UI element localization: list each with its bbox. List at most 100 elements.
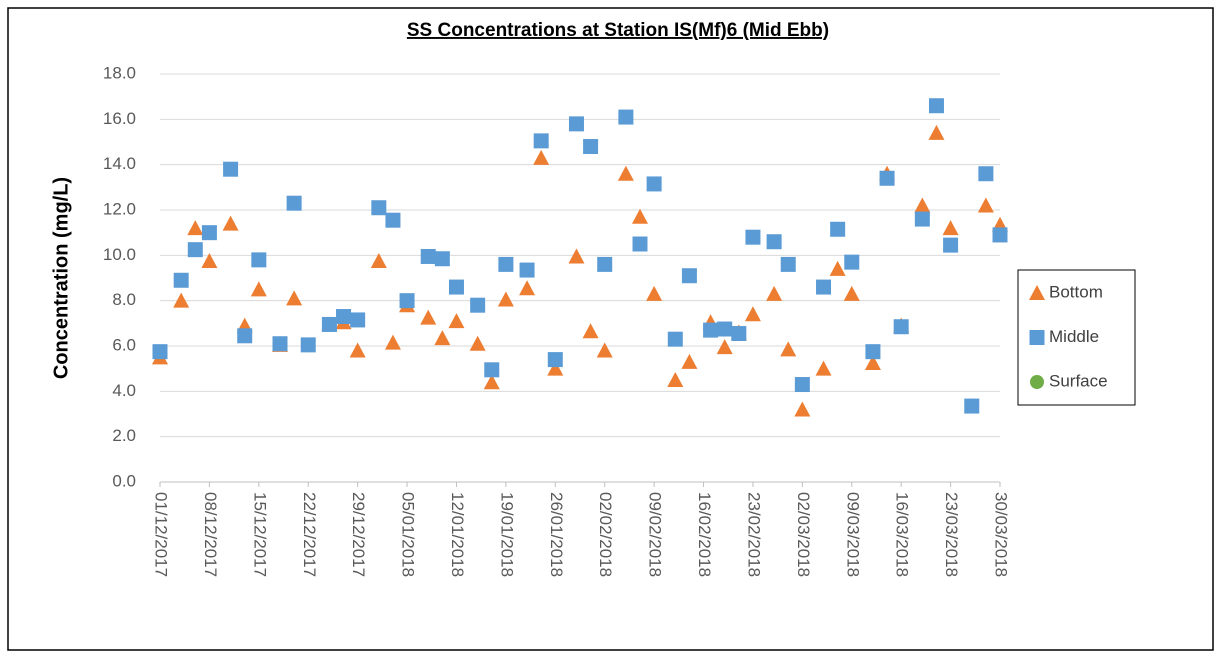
marker-triangle — [547, 360, 564, 376]
marker-triangle — [201, 253, 218, 268]
marker-square — [844, 254, 860, 270]
marker-square — [350, 312, 366, 328]
marker-square — [597, 256, 613, 272]
marker-square — [879, 170, 895, 186]
marker-square — [498, 256, 514, 272]
marker-triangle — [497, 291, 514, 307]
marker-triangle — [286, 290, 303, 306]
marker-triangle — [843, 285, 860, 301]
marker-triangle — [448, 313, 465, 329]
marker-triangle — [716, 339, 733, 355]
chart-border — [7, 7, 1214, 651]
x-tick-label: 02/02/2018 — [596, 492, 615, 577]
x-tick-label: 23/03/2018 — [942, 492, 961, 577]
marker-square — [484, 362, 500, 378]
marker-square — [745, 229, 761, 245]
marker-square — [533, 133, 549, 149]
y-tick-label: 18.0 — [103, 63, 136, 82]
marker-triangle — [187, 220, 204, 236]
marker-triangle — [667, 372, 684, 387]
marker-square — [992, 227, 1008, 243]
marker-square — [201, 225, 217, 241]
marker-square — [321, 316, 337, 332]
marker-triangle — [519, 280, 536, 296]
y-tick-label: 0.0 — [112, 471, 136, 490]
marker-triangle — [977, 197, 994, 213]
marker-triangle — [222, 215, 239, 231]
marker-square — [816, 279, 832, 295]
x-tick-label: 08/12/2017 — [201, 492, 220, 577]
y-tick-label: 8.0 — [112, 290, 136, 309]
marker-triangle — [483, 374, 500, 390]
x-tick-label: 01/12/2017 — [152, 492, 171, 577]
legend-label: Bottom — [1049, 282, 1103, 301]
marker-triangle — [815, 360, 832, 376]
marker-square — [470, 297, 486, 313]
marker-triangle — [914, 197, 931, 213]
marker-triangle — [434, 330, 451, 346]
x-tick-label: 16/03/2018 — [893, 492, 912, 577]
y-tick-label: 16.0 — [103, 109, 136, 128]
x-tick-label: 19/01/2018 — [497, 492, 516, 577]
marker-triangle — [370, 253, 387, 268]
marker-triangle — [469, 335, 486, 351]
marker-square — [717, 321, 733, 337]
x-tick-label: 05/01/2018 — [399, 492, 418, 577]
marker-square — [371, 200, 387, 216]
marker-square — [568, 116, 584, 132]
chart-title: SS Concentrations at Station IS(Mf)6 (Mi… — [407, 20, 829, 41]
marker-square — [865, 344, 881, 360]
marker-triangle — [582, 323, 599, 339]
marker-square — [420, 248, 436, 264]
x-tick-label: 22/12/2017 — [300, 492, 319, 577]
marker-triangle — [864, 355, 881, 370]
marker-square — [943, 237, 959, 253]
y-tick-label: 10.0 — [103, 245, 136, 264]
marker-square — [300, 337, 316, 353]
marker-triangle — [384, 334, 401, 350]
marker-square — [928, 98, 944, 114]
marker-square — [780, 256, 796, 272]
marker-square — [237, 328, 253, 344]
marker-circle — [1030, 375, 1044, 389]
marker-square — [152, 344, 168, 360]
marker-square — [336, 309, 352, 325]
marker-triangle — [420, 309, 437, 325]
y-tick-label: 14.0 — [103, 154, 136, 173]
marker-square — [173, 272, 189, 288]
marker-square — [646, 176, 662, 192]
marker-square — [187, 242, 203, 258]
marker-square — [1029, 330, 1045, 345]
x-tick-label: 30/03/2018 — [992, 492, 1011, 577]
x-tick-label: 09/02/2018 — [646, 492, 665, 577]
marker-square — [893, 319, 909, 335]
marker-square — [385, 212, 401, 228]
marker-triangle — [250, 281, 267, 297]
marker-triangle — [766, 285, 783, 301]
marker-square — [272, 336, 288, 352]
y-tick-label: 12.0 — [103, 199, 136, 218]
marker-square — [667, 331, 683, 347]
x-tick-label: 09/03/2018 — [843, 492, 862, 577]
x-tick-label: 23/02/2018 — [744, 492, 763, 577]
marker-triangle — [780, 341, 797, 357]
marker-triangle — [1029, 285, 1045, 300]
marker-square — [399, 293, 415, 309]
marker-square — [766, 234, 782, 250]
x-tick-label: 02/03/2018 — [794, 492, 813, 577]
marker-triangle — [533, 149, 550, 165]
marker-triangle — [596, 342, 613, 358]
marker-square — [251, 252, 267, 268]
legend-label: Middle — [1049, 327, 1099, 346]
marker-square — [618, 109, 634, 125]
marker-triangle — [646, 285, 663, 301]
y-tick-label: 2.0 — [112, 426, 136, 445]
marker-triangle — [829, 260, 846, 276]
marker-square — [703, 322, 719, 338]
marker-square — [583, 139, 599, 155]
y-tick-label: 4.0 — [112, 381, 136, 400]
marker-square — [448, 279, 464, 295]
marker-square — [223, 161, 239, 177]
marker-square — [914, 211, 930, 227]
x-tick-label: 29/12/2017 — [349, 492, 368, 577]
